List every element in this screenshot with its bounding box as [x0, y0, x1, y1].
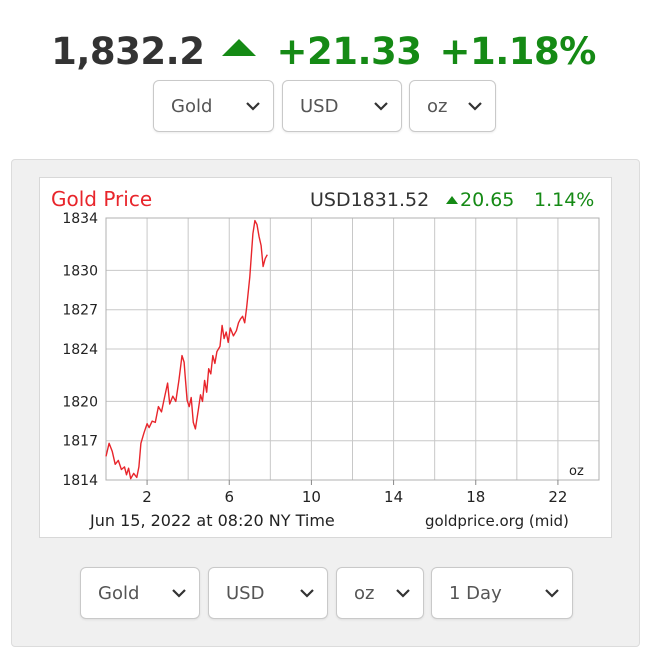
x-tick-label: 18	[466, 488, 485, 506]
x-tick-label: 22	[548, 488, 567, 506]
triangle-up-icon	[446, 196, 458, 204]
price-ticker: 1,832.2 +21.33 +1.18%	[0, 30, 647, 73]
current-price: 1,832.2	[51, 30, 205, 73]
chart-range-select-value: 1 Day	[449, 582, 502, 604]
chevron-down-icon	[300, 589, 314, 598]
chart-change: 20.65	[460, 189, 514, 211]
x-tick-label: 6	[224, 488, 234, 506]
chevron-down-icon	[545, 589, 559, 598]
chart-title: Gold Price	[51, 187, 152, 211]
chart-quote: USD1831.52	[310, 189, 429, 211]
chevron-down-icon	[396, 589, 410, 598]
chart-date: Jun 15, 2022 at 08:20 NY Time	[89, 511, 335, 530]
triangle-up-icon	[222, 39, 257, 56]
chart-grid	[105, 217, 600, 481]
plot-border	[105, 217, 600, 481]
chart-metal-select-value: Gold	[98, 582, 140, 604]
chart-unit-select-value: oz	[354, 582, 375, 604]
chevron-down-icon	[374, 102, 388, 111]
chart-currency-select-value: USD	[226, 582, 265, 604]
x-tick-label: 2	[142, 488, 152, 506]
x-axis-ticks: 2 6 10 14 18 22	[142, 480, 567, 506]
y-tick-label: 1814	[62, 473, 98, 489]
currency-select-value: USD	[300, 95, 339, 117]
chart-change-percent: 1.14%	[534, 189, 594, 211]
chart-currency-select[interactable]: USD	[208, 567, 328, 619]
y-tick-label: 1830	[62, 263, 98, 279]
unit-select[interactable]: oz	[409, 80, 496, 132]
chevron-down-icon	[468, 102, 482, 111]
chart-series	[105, 219, 268, 480]
currency-select[interactable]: USD	[282, 80, 402, 132]
price-change-percent: +1.18%	[439, 30, 597, 73]
chart-source: goldprice.org (mid)	[425, 512, 569, 530]
x-tick-label: 14	[384, 488, 403, 506]
y-tick-label: 1817	[62, 434, 98, 450]
chart-range-select[interactable]: 1 Day	[431, 567, 573, 619]
x-tick-label: 10	[302, 488, 321, 506]
chevron-down-icon	[246, 102, 260, 111]
y-tick-label: 1820	[62, 394, 98, 410]
chart-metal-select[interactable]: Gold	[80, 567, 200, 619]
y-axis-ticks: 1814 1817 1820 1824 1827 1830 1834	[62, 211, 98, 489]
metal-select-value: Gold	[171, 95, 213, 117]
y-tick-label: 1824	[62, 342, 98, 358]
gold-price-chart: Gold Price USD1831.52 20.65 1.14% 181418…	[51, 187, 600, 530]
unit-select-value: oz	[427, 95, 448, 117]
price-line	[105, 219, 268, 480]
price-change: +21.33	[276, 30, 422, 73]
metal-select[interactable]: Gold	[153, 80, 274, 132]
chart-unit-select[interactable]: oz	[336, 567, 424, 619]
y-tick-label: 1827	[62, 303, 98, 319]
chart-frame: Gold Price USD1831.52 20.65 1.14% 1814 18…	[39, 177, 612, 538]
unit-label: oz	[569, 464, 584, 479]
chevron-down-icon	[172, 589, 186, 598]
y-tick-label: 1834	[62, 211, 98, 227]
